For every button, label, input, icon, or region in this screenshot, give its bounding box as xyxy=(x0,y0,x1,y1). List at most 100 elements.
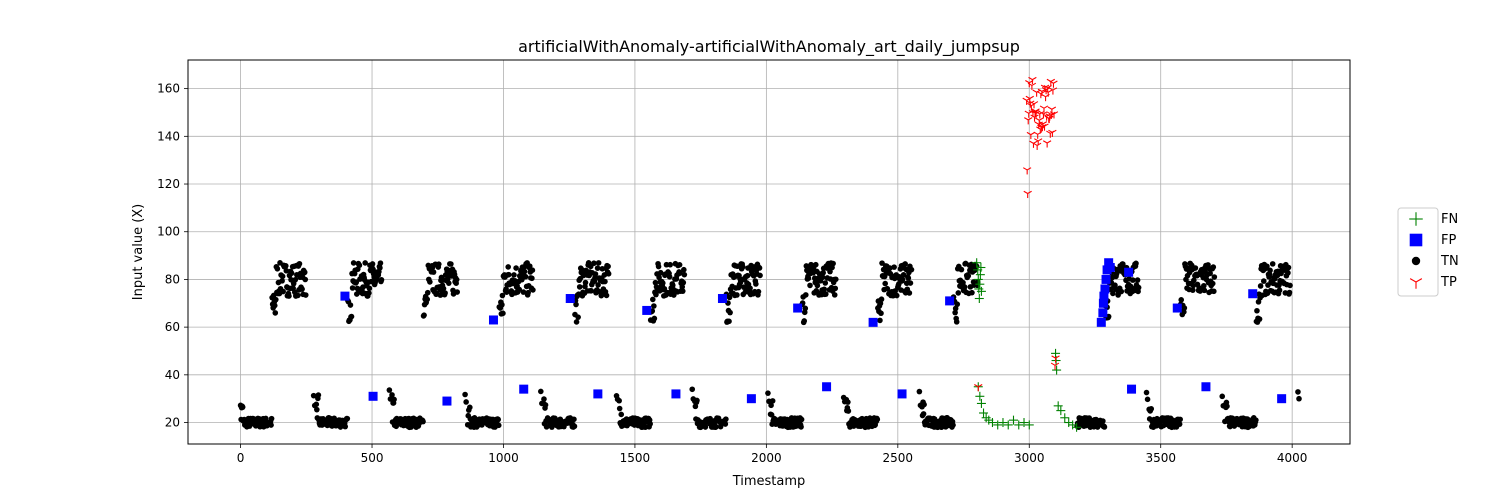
y-tick-label: 20 xyxy=(165,416,180,430)
point-fp xyxy=(868,317,878,327)
point-tn xyxy=(681,271,688,278)
legend-item-fn: FN xyxy=(1409,212,1458,227)
point-tn xyxy=(822,280,829,286)
point-tn xyxy=(424,289,431,296)
tri-arm xyxy=(1037,124,1042,128)
point-tp xyxy=(1029,140,1038,148)
point-tp xyxy=(1039,105,1049,113)
point-tn xyxy=(802,305,809,312)
point-tn xyxy=(661,285,668,292)
tri-arm xyxy=(1038,123,1043,128)
point-tn xyxy=(571,416,577,423)
tri-arm xyxy=(1053,80,1058,84)
point-fn xyxy=(1064,418,1074,428)
point-tn xyxy=(908,266,915,273)
point-tn xyxy=(907,280,914,286)
point-tn xyxy=(821,286,828,293)
point-tn xyxy=(571,423,578,430)
point-tn xyxy=(906,290,913,296)
point-tn xyxy=(279,278,285,284)
y-tick-label: 60 xyxy=(165,320,180,334)
point-tn xyxy=(274,265,281,272)
tri-arm xyxy=(1028,76,1033,81)
point-tn xyxy=(877,317,883,324)
point-tn xyxy=(1181,305,1188,311)
tri-arm xyxy=(1032,142,1038,146)
series-tn xyxy=(237,259,1302,431)
legend-item-tn: TN xyxy=(1411,254,1459,269)
point-tn xyxy=(377,265,383,271)
point-fn xyxy=(1072,422,1082,432)
point-tn xyxy=(1148,406,1155,412)
point-tn xyxy=(529,275,535,282)
point-tn xyxy=(1143,389,1150,396)
point-tn xyxy=(618,411,625,418)
point-tn xyxy=(756,265,763,271)
point-tn xyxy=(442,290,448,296)
tri-arm xyxy=(1026,131,1032,136)
point-tn xyxy=(296,260,303,267)
point-tn xyxy=(1191,277,1197,284)
point-tn xyxy=(820,269,826,276)
point-tn xyxy=(882,280,888,287)
point-fp xyxy=(945,296,955,306)
point-tn xyxy=(1190,282,1197,289)
point-tn xyxy=(1267,267,1273,274)
tri-arm xyxy=(1035,110,1041,114)
point-tn xyxy=(1134,277,1141,283)
point-fn xyxy=(1068,420,1078,430)
tri-arm xyxy=(1042,140,1048,144)
tri-arm xyxy=(1031,82,1037,86)
point-fp xyxy=(1248,289,1258,299)
x-tick-label: 2000 xyxy=(751,451,782,465)
x-tick-label: 2500 xyxy=(883,451,914,465)
point-tp xyxy=(1049,80,1058,88)
point-tn xyxy=(952,305,959,312)
point-fp xyxy=(1104,258,1114,268)
point-tn xyxy=(370,266,376,273)
point-tn xyxy=(500,310,506,317)
point-tn xyxy=(723,416,729,422)
point-fp xyxy=(1098,308,1108,318)
point-tn xyxy=(1135,284,1142,291)
point-fp xyxy=(1172,303,1182,313)
series-tp xyxy=(974,76,1060,392)
legend-item-tp: TP xyxy=(1409,275,1457,290)
point-tn xyxy=(702,424,709,430)
point-tn xyxy=(1254,307,1260,314)
point-fn xyxy=(998,418,1008,428)
tri-arm xyxy=(1047,106,1053,110)
point-tn xyxy=(798,424,804,430)
legend-box xyxy=(1397,207,1439,297)
point-tp xyxy=(1024,117,1033,125)
tri-arm xyxy=(1043,111,1048,115)
plot-frame xyxy=(187,59,1351,445)
point-fn xyxy=(979,408,989,418)
point-tn xyxy=(1110,290,1116,297)
x-axis-title: Timestamp xyxy=(732,474,806,489)
point-tn xyxy=(812,261,819,268)
tri-arm xyxy=(1027,117,1033,121)
point-fp xyxy=(1124,267,1134,277)
point-tn xyxy=(516,286,523,293)
point-tn xyxy=(830,260,836,267)
point-fn xyxy=(975,279,985,289)
point-tn xyxy=(1201,287,1208,294)
point-tn xyxy=(753,281,759,287)
point-fp xyxy=(793,303,803,313)
tri-arm xyxy=(1040,84,1046,88)
legend-marker-fn xyxy=(1409,212,1423,226)
point-tn xyxy=(677,270,683,276)
point-fp xyxy=(671,389,681,399)
point-tn xyxy=(453,276,460,283)
point-tn xyxy=(1211,288,1217,295)
tri-arm xyxy=(1030,114,1035,118)
point-tn xyxy=(1285,264,1292,271)
point-tn xyxy=(899,276,906,283)
point-tn xyxy=(954,301,961,308)
point-tn xyxy=(887,265,893,271)
point-tn xyxy=(961,284,968,290)
point-tn xyxy=(271,302,278,309)
tri-arm xyxy=(1050,362,1056,366)
